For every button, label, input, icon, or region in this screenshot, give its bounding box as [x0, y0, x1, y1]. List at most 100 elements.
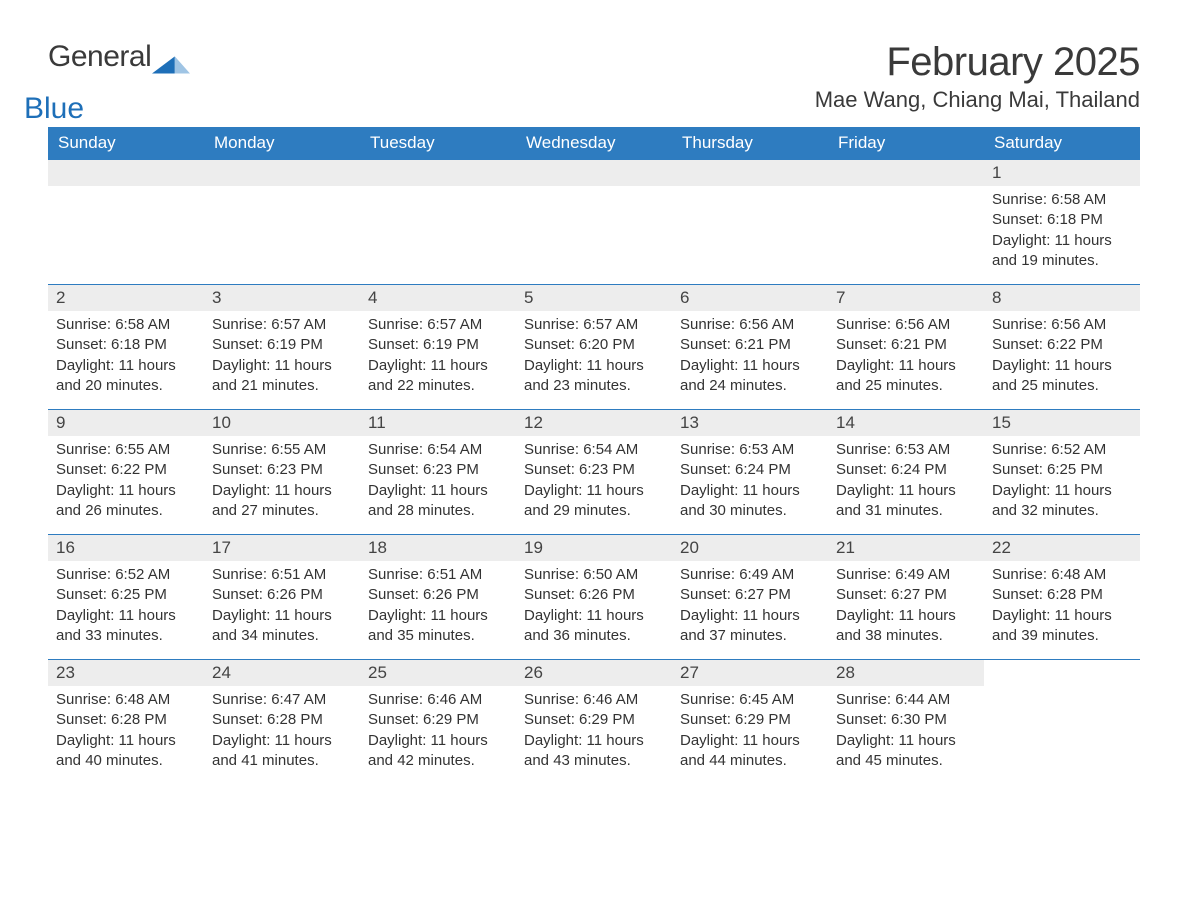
- day-sunrise: Sunrise: 6:56 AM: [992, 315, 1132, 335]
- day-body: Sunrise: 6:56 AMSunset: 6:22 PMDaylight:…: [984, 311, 1140, 400]
- day-dl1: Daylight: 11 hours: [212, 356, 352, 376]
- day-cell: 17Sunrise: 6:51 AMSunset: 6:26 PMDayligh…: [204, 535, 360, 659]
- day-number: 11: [360, 410, 516, 436]
- day-body: Sunrise: 6:51 AMSunset: 6:26 PMDaylight:…: [360, 561, 516, 650]
- day-sunrise: Sunrise: 6:57 AM: [212, 315, 352, 335]
- day-number: 12: [516, 410, 672, 436]
- day-body: Sunrise: 6:56 AMSunset: 6:21 PMDaylight:…: [828, 311, 984, 400]
- day-body: Sunrise: 6:57 AMSunset: 6:20 PMDaylight:…: [516, 311, 672, 400]
- day-cell: 23Sunrise: 6:48 AMSunset: 6:28 PMDayligh…: [48, 660, 204, 784]
- day-number: 18: [360, 535, 516, 561]
- calendar: SundayMondayTuesdayWednesdayThursdayFrid…: [48, 127, 1140, 784]
- day-number: 21: [828, 535, 984, 561]
- day-body: Sunrise: 6:48 AMSunset: 6:28 PMDaylight:…: [984, 561, 1140, 650]
- day-body: Sunrise: 6:55 AMSunset: 6:23 PMDaylight:…: [204, 436, 360, 525]
- day-body: Sunrise: 6:49 AMSunset: 6:27 PMDaylight:…: [672, 561, 828, 650]
- weekday-header: Monday: [204, 127, 360, 159]
- day-sunset: Sunset: 6:25 PM: [56, 585, 196, 605]
- day-sunset: Sunset: 6:21 PM: [836, 335, 976, 355]
- day-sunrise: Sunrise: 6:50 AM: [524, 565, 664, 585]
- day-number: 14: [828, 410, 984, 436]
- day-sunset: Sunset: 6:29 PM: [368, 710, 508, 730]
- empty-day-strip: [828, 160, 984, 186]
- week-row: 2Sunrise: 6:58 AMSunset: 6:18 PMDaylight…: [48, 284, 1140, 409]
- day-number: 16: [48, 535, 204, 561]
- month-title: February 2025: [815, 40, 1140, 85]
- day-sunrise: Sunrise: 6:49 AM: [680, 565, 820, 585]
- day-dl2: and 38 minutes.: [836, 626, 976, 646]
- day-cell: 27Sunrise: 6:45 AMSunset: 6:29 PMDayligh…: [672, 660, 828, 784]
- day-cell: 7Sunrise: 6:56 AMSunset: 6:21 PMDaylight…: [828, 285, 984, 409]
- day-dl1: Daylight: 11 hours: [680, 481, 820, 501]
- day-number: 10: [204, 410, 360, 436]
- day-dl1: Daylight: 11 hours: [56, 731, 196, 751]
- day-body: Sunrise: 6:46 AMSunset: 6:29 PMDaylight:…: [360, 686, 516, 775]
- day-number: 20: [672, 535, 828, 561]
- empty-day-strip: [672, 160, 828, 186]
- day-dl2: and 30 minutes.: [680, 501, 820, 521]
- day-sunset: Sunset: 6:27 PM: [680, 585, 820, 605]
- day-sunset: Sunset: 6:26 PM: [212, 585, 352, 605]
- day-number: 7: [828, 285, 984, 311]
- day-number: 5: [516, 285, 672, 311]
- week-row: 16Sunrise: 6:52 AMSunset: 6:25 PMDayligh…: [48, 534, 1140, 659]
- day-body: Sunrise: 6:53 AMSunset: 6:24 PMDaylight:…: [672, 436, 828, 525]
- weekday-header-row: SundayMondayTuesdayWednesdayThursdayFrid…: [48, 127, 1140, 159]
- day-cell: 18Sunrise: 6:51 AMSunset: 6:26 PMDayligh…: [360, 535, 516, 659]
- day-dl2: and 27 minutes.: [212, 501, 352, 521]
- day-sunset: Sunset: 6:18 PM: [992, 210, 1132, 230]
- day-sunset: Sunset: 6:19 PM: [212, 335, 352, 355]
- day-sunset: Sunset: 6:23 PM: [212, 460, 352, 480]
- empty-day-strip: [204, 160, 360, 186]
- day-dl1: Daylight: 11 hours: [992, 231, 1132, 251]
- day-dl2: and 40 minutes.: [56, 751, 196, 771]
- day-number: 9: [48, 410, 204, 436]
- day-dl2: and 39 minutes.: [992, 626, 1132, 646]
- day-sunrise: Sunrise: 6:44 AM: [836, 690, 976, 710]
- day-dl1: Daylight: 11 hours: [212, 731, 352, 751]
- day-sunset: Sunset: 6:29 PM: [680, 710, 820, 730]
- day-number: 17: [204, 535, 360, 561]
- day-dl1: Daylight: 11 hours: [836, 481, 976, 501]
- day-number: 24: [204, 660, 360, 686]
- location: Mae Wang, Chiang Mai, Thailand: [815, 87, 1140, 113]
- day-sunset: Sunset: 6:22 PM: [56, 460, 196, 480]
- day-number: 8: [984, 285, 1140, 311]
- day-cell: 8Sunrise: 6:56 AMSunset: 6:22 PMDaylight…: [984, 285, 1140, 409]
- day-number: 19: [516, 535, 672, 561]
- day-dl1: Daylight: 11 hours: [836, 356, 976, 376]
- day-sunset: Sunset: 6:27 PM: [836, 585, 976, 605]
- day-sunrise: Sunrise: 6:49 AM: [836, 565, 976, 585]
- day-dl2: and 29 minutes.: [524, 501, 664, 521]
- day-dl2: and 34 minutes.: [212, 626, 352, 646]
- day-cell: 25Sunrise: 6:46 AMSunset: 6:29 PMDayligh…: [360, 660, 516, 784]
- day-body: Sunrise: 6:52 AMSunset: 6:25 PMDaylight:…: [48, 561, 204, 650]
- day-dl2: and 25 minutes.: [836, 376, 976, 396]
- day-body: Sunrise: 6:56 AMSunset: 6:21 PMDaylight:…: [672, 311, 828, 400]
- day-sunrise: Sunrise: 6:46 AM: [368, 690, 508, 710]
- day-dl2: and 26 minutes.: [56, 501, 196, 521]
- day-body: Sunrise: 6:44 AMSunset: 6:30 PMDaylight:…: [828, 686, 984, 775]
- day-number: 22: [984, 535, 1140, 561]
- day-dl2: and 25 minutes.: [992, 376, 1132, 396]
- day-sunrise: Sunrise: 6:45 AM: [680, 690, 820, 710]
- day-cell: 11Sunrise: 6:54 AMSunset: 6:23 PMDayligh…: [360, 410, 516, 534]
- day-sunset: Sunset: 6:28 PM: [992, 585, 1132, 605]
- day-sunset: Sunset: 6:19 PM: [368, 335, 508, 355]
- day-sunrise: Sunrise: 6:53 AM: [680, 440, 820, 460]
- day-cell: 1Sunrise: 6:58 AMSunset: 6:18 PMDaylight…: [984, 160, 1140, 284]
- day-dl2: and 44 minutes.: [680, 751, 820, 771]
- day-body: Sunrise: 6:54 AMSunset: 6:23 PMDaylight:…: [360, 436, 516, 525]
- day-sunset: Sunset: 6:25 PM: [992, 460, 1132, 480]
- day-cell: 9Sunrise: 6:55 AMSunset: 6:22 PMDaylight…: [48, 410, 204, 534]
- day-dl1: Daylight: 11 hours: [368, 731, 508, 751]
- day-sunset: Sunset: 6:28 PM: [56, 710, 196, 730]
- top-bar: General Blue February 2025 Mae Wang, Chi…: [48, 40, 1140, 113]
- day-sunrise: Sunrise: 6:54 AM: [368, 440, 508, 460]
- day-sunrise: Sunrise: 6:51 AM: [212, 565, 352, 585]
- day-number: 6: [672, 285, 828, 311]
- day-dl2: and 22 minutes.: [368, 376, 508, 396]
- day-number: 13: [672, 410, 828, 436]
- day-body: Sunrise: 6:50 AMSunset: 6:26 PMDaylight:…: [516, 561, 672, 650]
- day-dl2: and 24 minutes.: [680, 376, 820, 396]
